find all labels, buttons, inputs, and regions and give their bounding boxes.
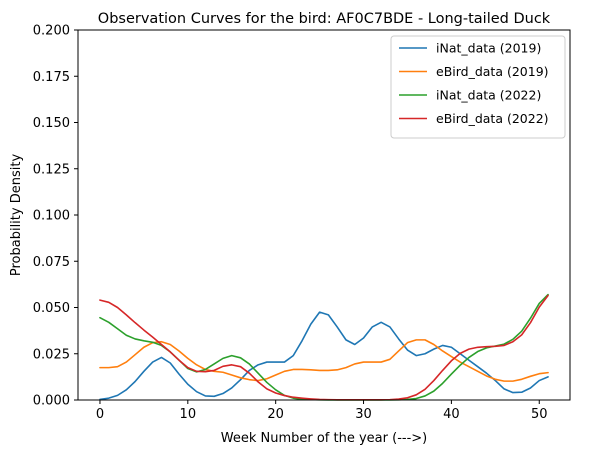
x-tick-label: 0 [96,407,104,422]
legend-label: eBird_data (2022) [436,111,549,126]
y-tick-label: 0.150 [33,116,70,131]
legend-label: iNat_data (2022) [436,88,541,103]
y-tick-label: 0.125 [33,162,70,177]
y-tick-label: 0.050 [33,301,70,316]
y-tick-label: 0.025 [33,347,70,362]
y-axis-label: Probability Density [9,154,24,277]
plot-area: 0 10 20 30 40 50 0.000 0.025 0.050 0.075 0.100 0.12… [33,24,571,422]
y-tick-label: 0.075 [33,255,70,270]
x-tick-label: 10 [180,407,197,422]
series-line-1 [99,311,549,401]
legend-box [390,35,566,139]
y-tick-label: 0.175 [33,70,70,85]
x-tick-label: 20 [267,407,284,422]
x-tick-label: 30 [355,407,372,422]
legend-label: iNat_data (2019) [436,41,541,56]
x-tick-label: 50 [531,407,548,422]
y-tick-label: 0.000 [33,394,70,409]
y-tick-label: 0.200 [33,24,70,39]
y-tick-label: 0.100 [33,209,70,224]
x-tick-label: 40 [443,407,460,422]
series-line-2 [99,339,549,382]
legend-label: eBird_data (2019) [436,64,549,79]
x-axis-label: Week Number of the year (--->) [221,431,427,446]
legend: iNat_data (2019) eBird_data (2019) iNat_da… [390,35,566,139]
chart-title: Observation Curves for the bird: AF0C7BD… [98,11,551,27]
